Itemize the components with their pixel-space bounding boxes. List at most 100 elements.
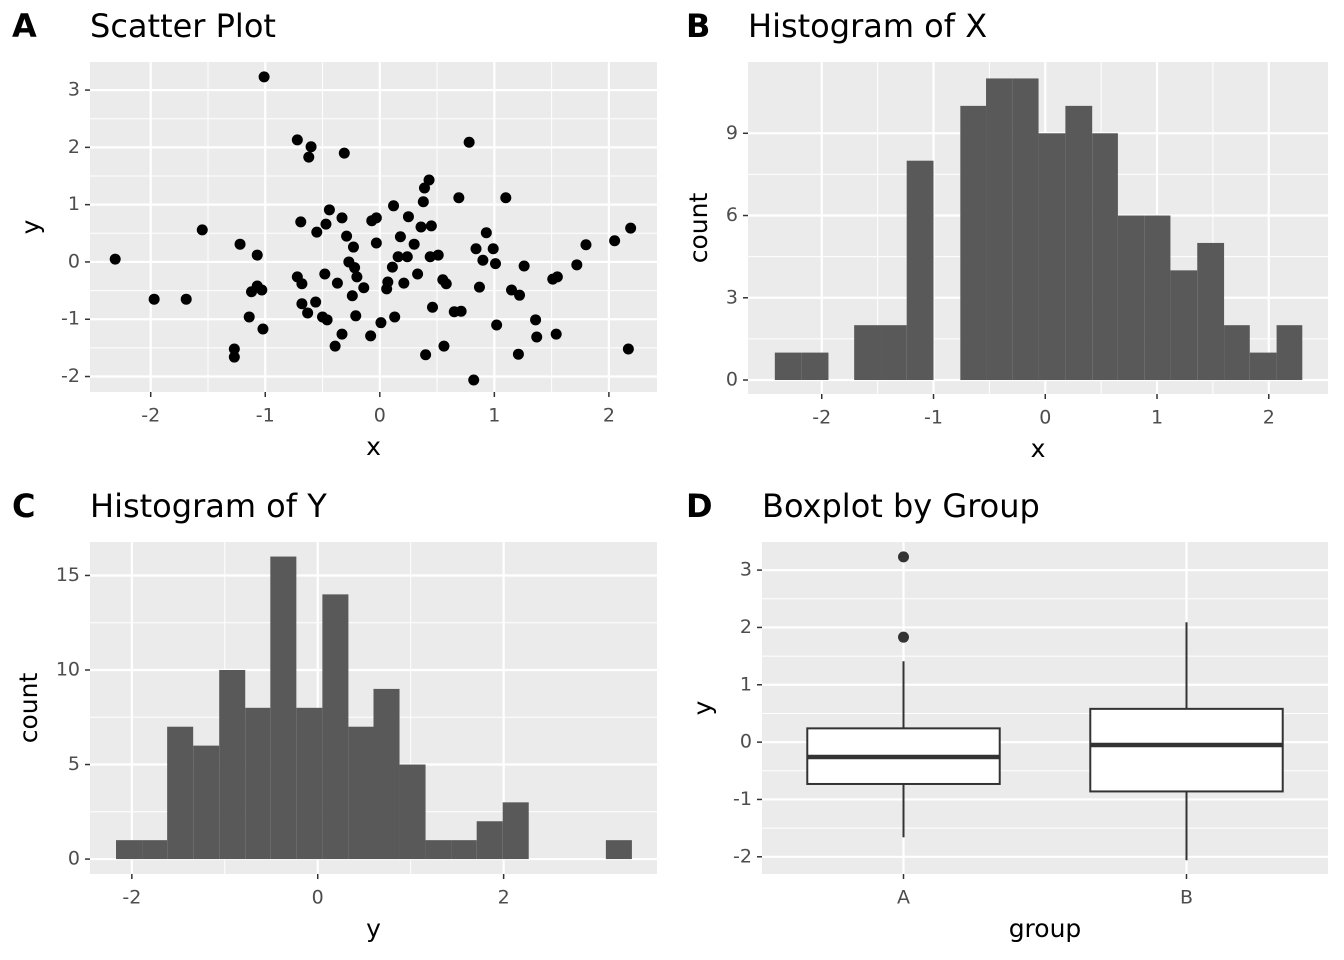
point — [365, 330, 377, 342]
point — [375, 317, 387, 329]
outlier — [898, 551, 909, 563]
point — [389, 311, 401, 323]
x-tick-label: -2 — [812, 407, 831, 429]
x-tick-label: 0 — [312, 887, 324, 909]
point — [350, 310, 362, 322]
point — [336, 328, 348, 340]
plot-background — [90, 62, 657, 392]
bar — [1038, 133, 1066, 381]
bar — [399, 764, 426, 860]
point — [455, 305, 467, 317]
chart-title: Scatter Plot — [90, 7, 276, 45]
y-tick-label: 0 — [740, 731, 752, 753]
point — [320, 218, 332, 230]
point — [468, 374, 480, 386]
bar — [854, 325, 881, 381]
panel-tag: A — [12, 7, 37, 45]
point — [180, 293, 192, 305]
x-tick-label: 0 — [1039, 407, 1051, 429]
point — [310, 296, 322, 308]
point — [530, 314, 542, 326]
point — [321, 314, 333, 326]
bar — [142, 840, 168, 860]
bar — [1224, 325, 1250, 381]
point — [417, 196, 429, 208]
bar — [193, 745, 220, 860]
bar — [167, 726, 194, 860]
point — [491, 319, 503, 331]
bar — [502, 802, 529, 860]
y-axis-title: y — [688, 700, 717, 715]
y-tick-label: 1 — [68, 193, 80, 215]
bar — [476, 821, 503, 860]
point — [109, 253, 121, 265]
panel-tag: D — [686, 487, 713, 525]
point — [473, 281, 485, 293]
point — [296, 298, 308, 310]
y-axis-title: count — [684, 193, 713, 264]
point — [550, 328, 562, 340]
y-axis-title: count — [14, 673, 43, 744]
point — [370, 237, 382, 249]
x-tick-label: 1 — [488, 405, 500, 427]
x-axis-title: x — [366, 432, 381, 461]
point — [305, 141, 317, 153]
point — [302, 307, 314, 319]
x-tick-label: 0 — [374, 405, 386, 427]
y-axis-title: y — [16, 219, 45, 234]
outlier — [898, 631, 909, 643]
point — [319, 268, 331, 280]
bar — [605, 840, 632, 860]
chart-title: Histogram of X — [748, 7, 987, 45]
y-tick-label: 3 — [726, 286, 738, 308]
x-axis-title: y — [366, 914, 381, 943]
y-tick-label: 3 — [740, 559, 752, 581]
point — [423, 174, 435, 186]
point — [394, 231, 406, 243]
point — [609, 235, 621, 247]
point — [480, 227, 492, 239]
point — [256, 284, 268, 296]
point — [392, 251, 404, 263]
point — [331, 277, 343, 289]
box — [1089, 707, 1284, 793]
panel-tag: C — [12, 487, 35, 525]
bar — [801, 352, 829, 381]
point — [551, 271, 563, 283]
y-tick-label: 3 — [68, 79, 80, 101]
point — [580, 239, 592, 251]
bar — [880, 325, 907, 381]
x-tick-label: -2 — [122, 887, 141, 909]
bar — [219, 669, 246, 860]
chart-title: Histogram of Y — [90, 487, 327, 525]
point — [453, 192, 465, 204]
point — [329, 340, 341, 352]
bar — [270, 556, 297, 860]
bar — [1197, 242, 1225, 381]
bar — [116, 840, 143, 860]
x-tick-label: -1 — [256, 405, 275, 427]
bar — [774, 352, 802, 381]
x-tick-label: -2 — [141, 405, 160, 427]
bar — [1117, 215, 1145, 381]
point — [243, 311, 255, 323]
x-tick-label: 2 — [498, 887, 510, 909]
bar — [348, 726, 374, 860]
point — [402, 211, 414, 223]
bar — [1249, 352, 1277, 381]
point — [351, 271, 363, 283]
y-tick-label: 0 — [68, 250, 80, 272]
bar — [986, 78, 1013, 381]
point — [338, 147, 350, 159]
y-tick-label: 5 — [68, 753, 80, 775]
bar — [245, 707, 271, 860]
x-tick-label: A — [897, 887, 910, 909]
y-tick-label: 0 — [68, 848, 80, 870]
point — [196, 224, 208, 236]
point — [426, 301, 438, 313]
panel-tag: B — [686, 7, 710, 45]
bar — [1144, 215, 1171, 381]
y-tick-label: 0 — [726, 369, 738, 391]
point — [370, 212, 382, 224]
